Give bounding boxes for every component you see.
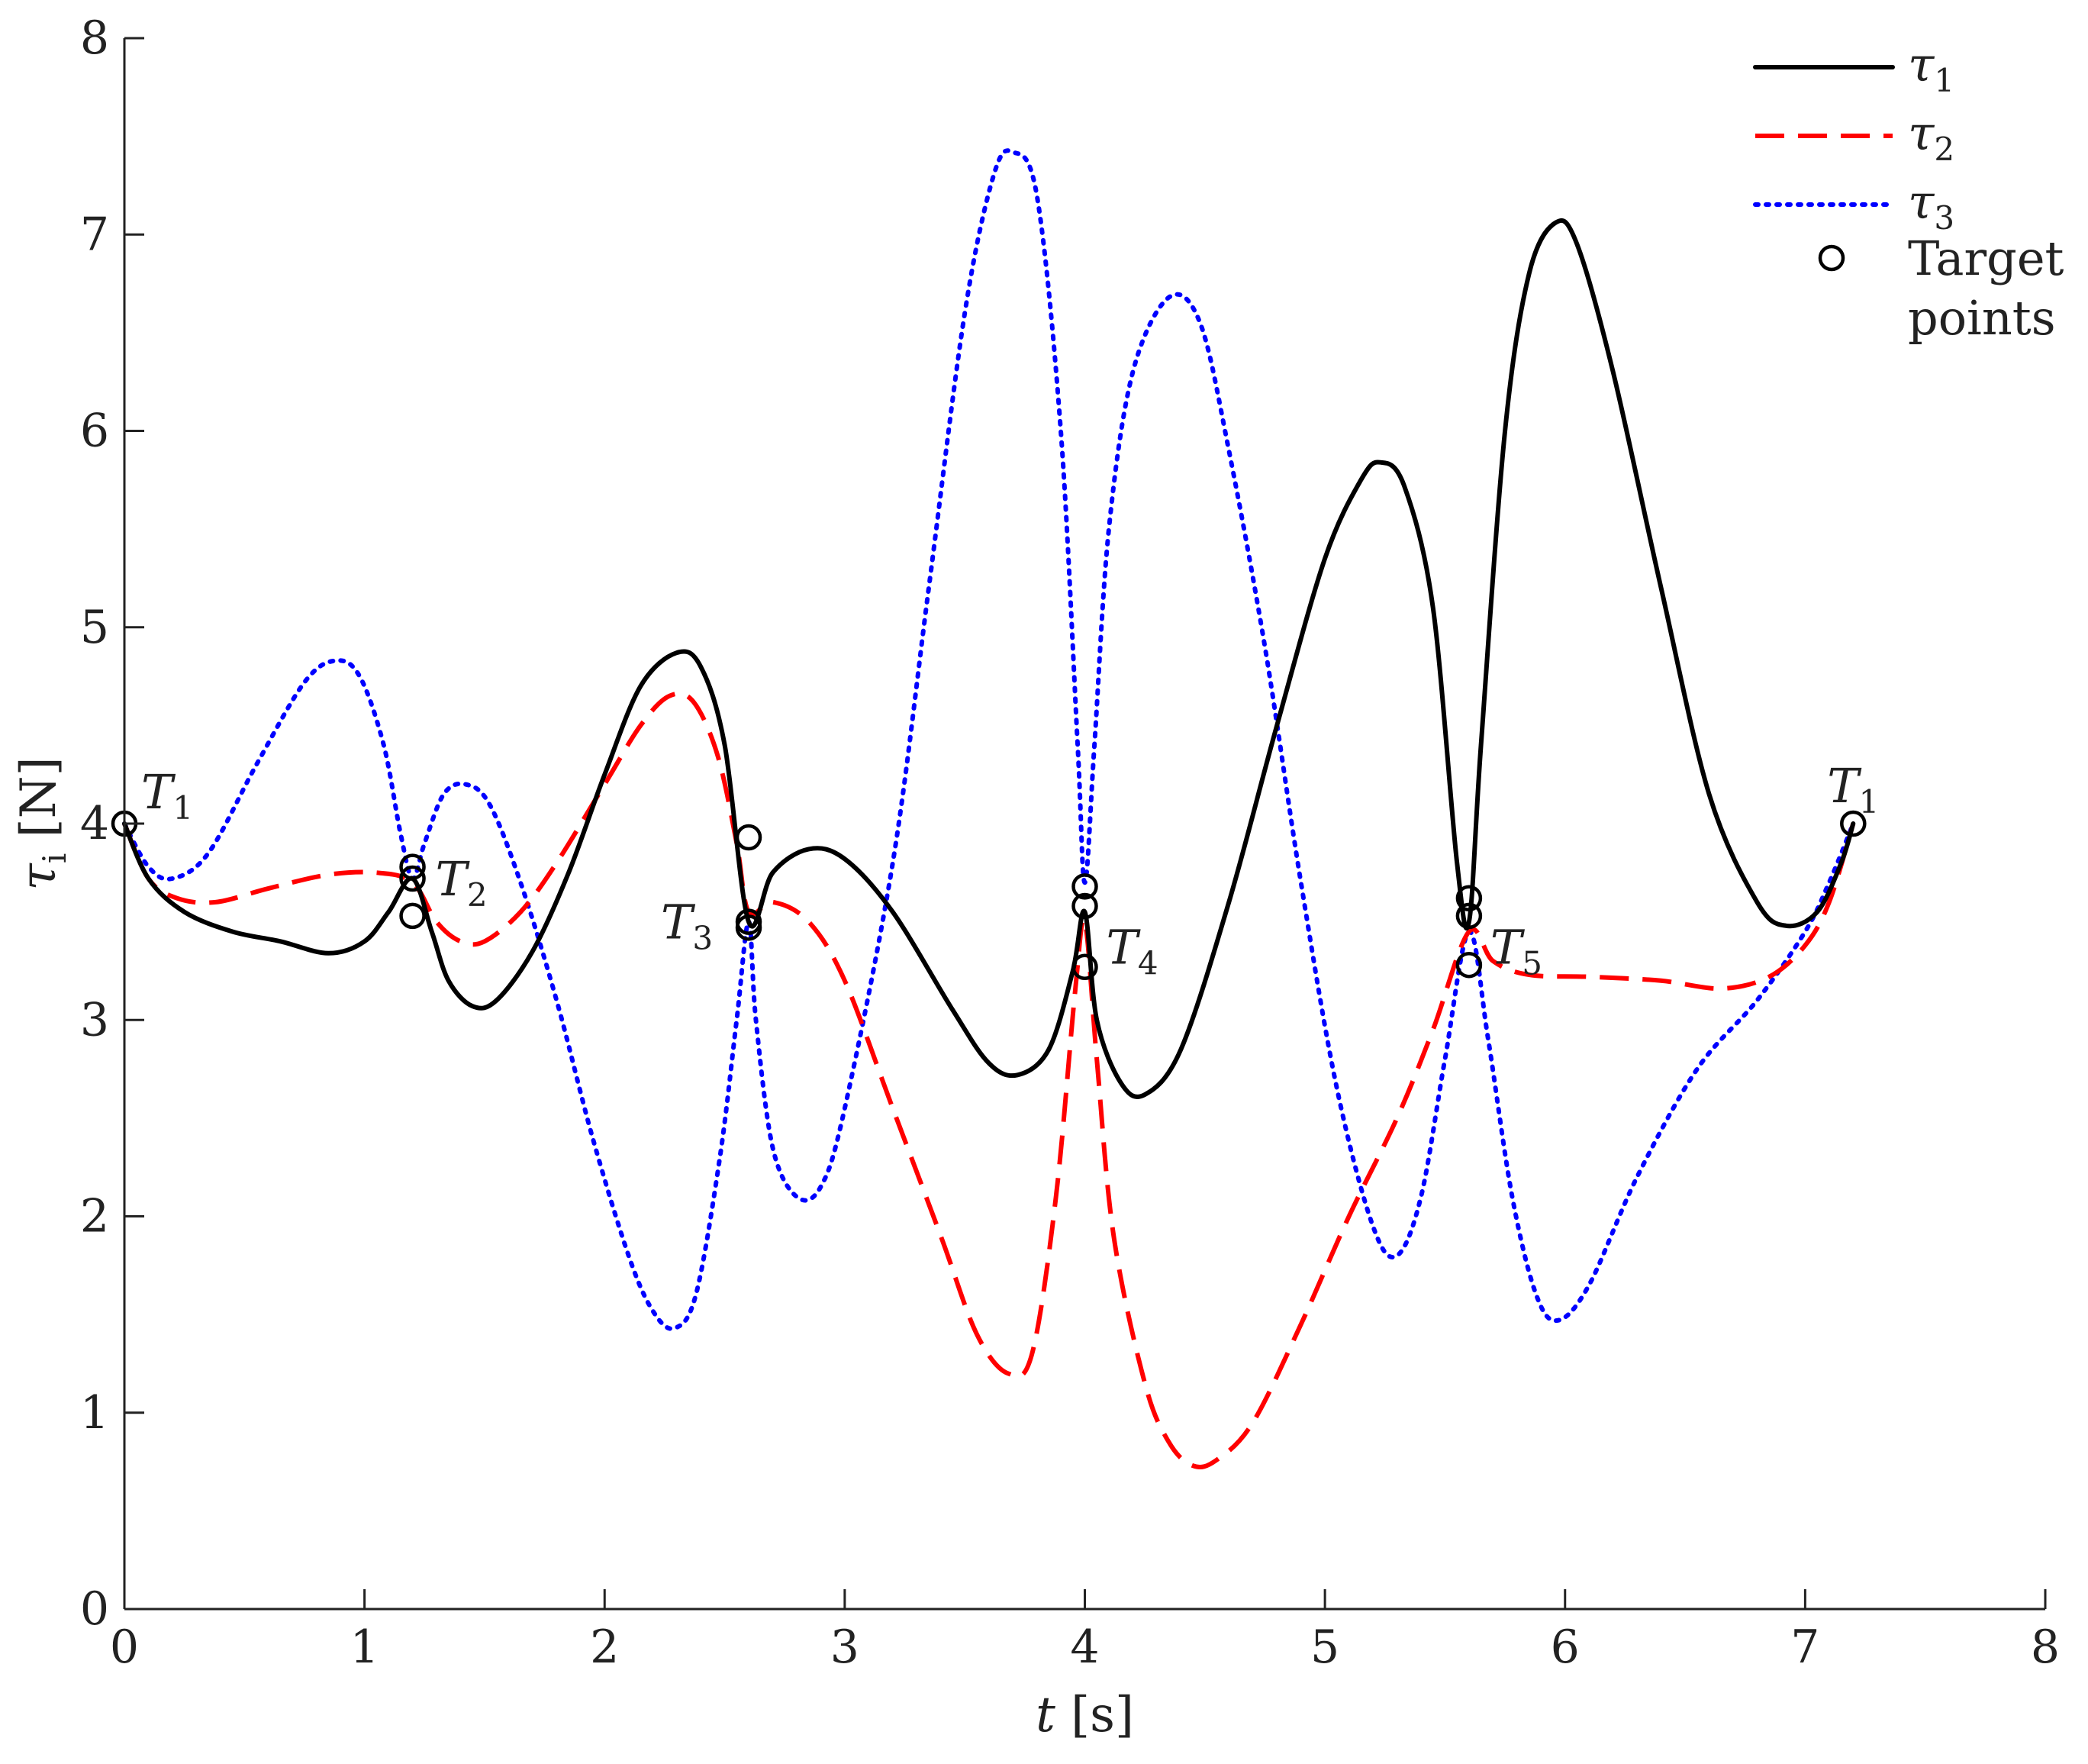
target-point-marker	[1071, 892, 1098, 920]
legend-label-target-line2: points	[1908, 290, 2056, 346]
target-point-marker	[1071, 953, 1098, 981]
x-tick-label: 5	[1310, 1620, 1339, 1674]
y-tick-label: 7	[80, 208, 109, 261]
series-line-tau3	[122, 148, 1856, 1331]
target-point-marker	[735, 824, 762, 851]
target-label-T4: T4	[1107, 920, 1158, 982]
target-point-marker	[1840, 810, 1867, 837]
x-axis-title: t [s]	[1036, 1687, 1134, 1743]
target-point-marker	[1071, 873, 1098, 900]
axes: 0 1 2 3 4 5 6 7 8 0 1 2 3 4 5 6 7 8	[80, 11, 2060, 1674]
legend-label-tau2: τ2	[1908, 105, 1954, 168]
series-line-tau1	[122, 218, 1856, 1099]
target-point-marker	[399, 865, 426, 892]
target-label-T3: T3	[661, 895, 713, 957]
target-label-T5: T5	[1490, 920, 1542, 982]
y-tick-label: 5	[80, 601, 109, 654]
legend-label-tau1: τ1	[1908, 37, 1954, 99]
target-label-T1: T1	[1827, 758, 1879, 821]
x-tick-label: 7	[1790, 1620, 1819, 1674]
y-tick-label: 4	[80, 797, 109, 850]
legend-label-tau3: τ3	[1908, 174, 1954, 237]
y-tick-label: 3	[80, 993, 109, 1046]
y-tick-label: 2	[80, 1190, 109, 1243]
target-label-T2: T2	[436, 851, 488, 914]
x-tick-label: 0	[110, 1620, 139, 1674]
y-tick-label: 6	[80, 405, 109, 458]
plot-area: T1 T2 T3 T4 T5 T1	[111, 148, 1879, 1469]
x-tick-label: 6	[1551, 1620, 1580, 1674]
legend-marker-target	[1818, 244, 1845, 272]
x-tick-label: 3	[830, 1620, 859, 1674]
target-point-marker	[735, 914, 762, 941]
y-axis-title: τi [N]	[11, 756, 73, 890]
legend-label-target-line1: Target	[1908, 231, 2064, 286]
x-tick-label: 8	[2031, 1620, 2060, 1674]
y-tick-label: 8	[80, 11, 109, 65]
axis-labels: t [s] τi [N]	[11, 756, 1134, 1743]
target-label-T1: T1	[141, 764, 193, 827]
target-point-marker	[1455, 951, 1483, 979]
y-tick-label: 0	[80, 1582, 109, 1636]
x-tick-label: 2	[590, 1620, 619, 1674]
target-point-marker	[399, 902, 426, 930]
target-point-marker	[399, 853, 426, 880]
y-tick-label: 1	[80, 1386, 109, 1440]
target-point-marker	[1455, 885, 1483, 912]
series-line-tau2	[122, 691, 1856, 1469]
x-tick-label: 1	[350, 1620, 379, 1674]
x-tick-label: 4	[1070, 1620, 1099, 1674]
target-point-marker	[1455, 902, 1483, 930]
